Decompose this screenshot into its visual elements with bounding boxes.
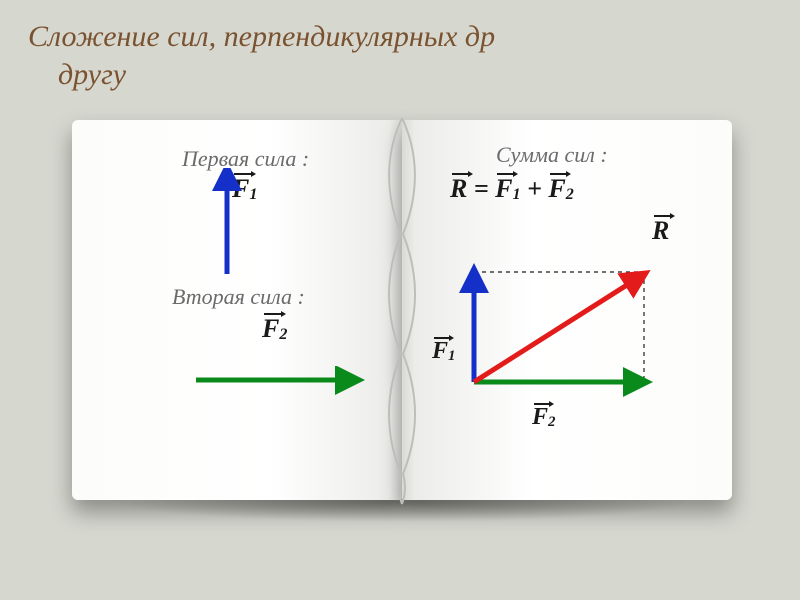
- diagram-f2-label: F2: [532, 404, 555, 431]
- vector-arrow-icon: [497, 173, 514, 175]
- vector-arrow-icon: [452, 173, 469, 175]
- left-page: Первая сила : F1 Вторая сила : F2: [72, 120, 402, 500]
- f2-vector-arrow: [190, 366, 370, 396]
- vector-arrow-icon: [264, 313, 282, 315]
- r-label: R: [652, 216, 669, 246]
- title-line-1: Сложение сил, перпендикулярных др: [28, 20, 495, 53]
- f2-symbol: F2: [262, 314, 287, 344]
- vector-arrow-icon: [654, 215, 671, 217]
- book-spine-icon: [367, 114, 437, 506]
- resultant-equation: R = F1 + F2: [450, 174, 574, 204]
- vector-arrow-icon: [550, 173, 567, 175]
- parallelogram-diagram: [438, 230, 698, 430]
- sum-label: Сумма сил :: [496, 142, 608, 168]
- title-line-2: другу: [58, 58, 126, 91]
- vector-arrow-icon: [534, 403, 550, 405]
- book-illustration: Первая сила : F1 Вторая сила : F2 Сумма …: [72, 120, 732, 500]
- right-page: Сумма сил : R = F1 + F2: [402, 120, 732, 500]
- f1-vector-arrow: [210, 168, 250, 288]
- second-force-label: Вторая сила :: [172, 284, 305, 310]
- page-title: Сложение сил, перпендикулярных др другу: [28, 18, 495, 93]
